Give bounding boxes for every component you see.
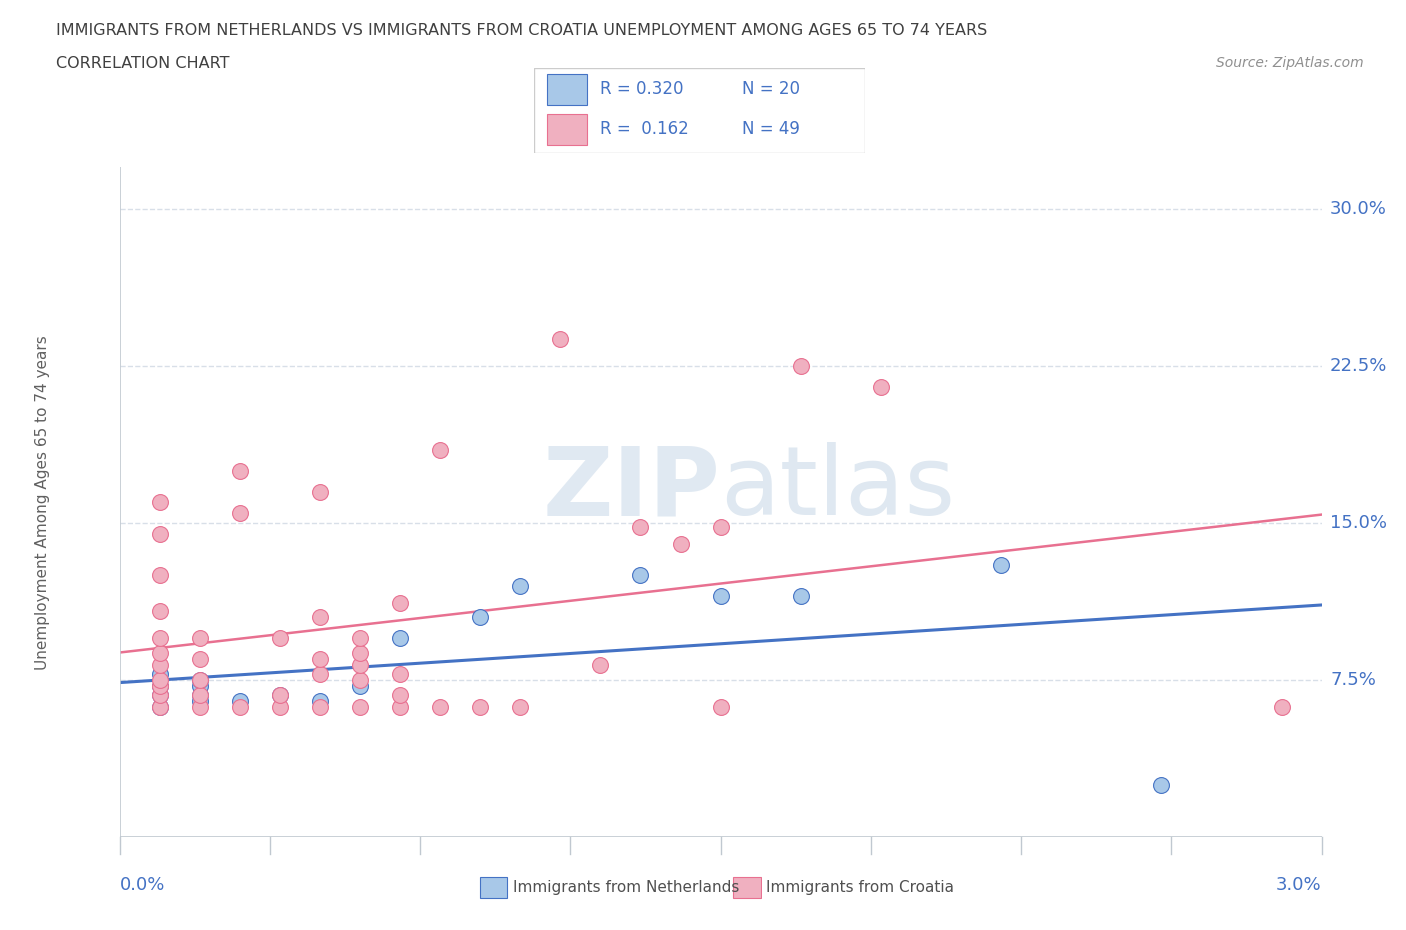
Point — [149, 631, 172, 645]
Point — [388, 595, 412, 610]
Text: Immigrants from Netherlands: Immigrants from Netherlands — [513, 880, 740, 895]
Point — [149, 700, 172, 715]
Point — [228, 463, 252, 478]
Text: atlas: atlas — [720, 443, 956, 536]
FancyBboxPatch shape — [534, 68, 865, 153]
Point — [429, 443, 451, 458]
Point — [269, 700, 291, 715]
Point — [388, 666, 412, 681]
Text: R = 0.320: R = 0.320 — [600, 80, 683, 99]
Point — [149, 672, 172, 687]
Point — [149, 645, 172, 660]
Point — [790, 359, 813, 374]
Point — [188, 679, 211, 694]
Point — [188, 631, 211, 645]
Point — [349, 645, 371, 660]
Point — [709, 589, 731, 604]
Point — [709, 520, 731, 535]
Point — [990, 558, 1012, 573]
Point — [149, 526, 172, 541]
Point — [309, 694, 332, 709]
Point — [188, 672, 211, 687]
Point — [388, 700, 412, 715]
Point — [1271, 700, 1294, 715]
Point — [269, 687, 291, 702]
Text: 3.0%: 3.0% — [1277, 876, 1322, 894]
Point — [309, 666, 332, 681]
Point — [149, 687, 172, 702]
Point — [509, 700, 531, 715]
Point — [630, 520, 652, 535]
Point — [388, 687, 412, 702]
Text: 15.0%: 15.0% — [1330, 514, 1388, 532]
Text: N = 20: N = 20 — [742, 80, 800, 99]
Text: Immigrants from Croatia: Immigrants from Croatia — [766, 880, 955, 895]
Point — [149, 679, 172, 694]
Text: ZIP: ZIP — [543, 443, 720, 536]
Point — [269, 631, 291, 645]
Point — [349, 700, 371, 715]
Point — [149, 658, 172, 673]
Point — [188, 672, 211, 687]
Text: Unemployment Among Ages 65 to 74 years: Unemployment Among Ages 65 to 74 years — [35, 335, 49, 670]
Point — [468, 610, 492, 625]
Point — [228, 700, 252, 715]
Point — [188, 694, 211, 709]
Point — [429, 700, 451, 715]
Point — [630, 568, 652, 583]
Point — [589, 658, 612, 673]
Bar — [547, 73, 588, 105]
Point — [349, 658, 371, 673]
Point — [188, 652, 211, 667]
Point — [468, 700, 492, 715]
Point — [709, 700, 731, 715]
Bar — [479, 877, 508, 897]
Text: 7.5%: 7.5% — [1330, 671, 1376, 689]
Text: 0.0%: 0.0% — [120, 876, 165, 894]
Text: 30.0%: 30.0% — [1330, 200, 1386, 219]
Text: 22.5%: 22.5% — [1330, 357, 1388, 375]
Point — [149, 495, 172, 510]
Text: IMMIGRANTS FROM NETHERLANDS VS IMMIGRANTS FROM CROATIA UNEMPLOYMENT AMONG AGES 6: IMMIGRANTS FROM NETHERLANDS VS IMMIGRANT… — [56, 23, 987, 38]
Point — [149, 568, 172, 583]
Text: Source: ZipAtlas.com: Source: ZipAtlas.com — [1216, 56, 1364, 70]
Text: R =  0.162: R = 0.162 — [600, 121, 689, 139]
Point — [669, 537, 692, 551]
Text: CORRELATION CHART: CORRELATION CHART — [56, 56, 229, 71]
Point — [349, 631, 371, 645]
Point — [1150, 777, 1173, 792]
Bar — [733, 877, 761, 897]
Point — [388, 631, 412, 645]
Point — [869, 379, 891, 394]
Point — [188, 687, 211, 702]
Point — [309, 610, 332, 625]
Point — [349, 672, 371, 687]
Point — [269, 687, 291, 702]
Point — [228, 505, 252, 520]
Point — [188, 687, 211, 702]
Point — [149, 604, 172, 618]
Point — [149, 679, 172, 694]
Point — [149, 666, 172, 681]
Point — [790, 589, 813, 604]
Point — [188, 700, 211, 715]
Point — [309, 652, 332, 667]
Text: N = 49: N = 49 — [742, 121, 800, 139]
Point — [149, 700, 172, 715]
Point — [149, 687, 172, 702]
Point — [309, 700, 332, 715]
Point — [349, 679, 371, 694]
Point — [509, 578, 531, 593]
Point — [228, 694, 252, 709]
Bar — [547, 114, 588, 145]
Point — [309, 485, 332, 499]
Point — [548, 332, 571, 347]
